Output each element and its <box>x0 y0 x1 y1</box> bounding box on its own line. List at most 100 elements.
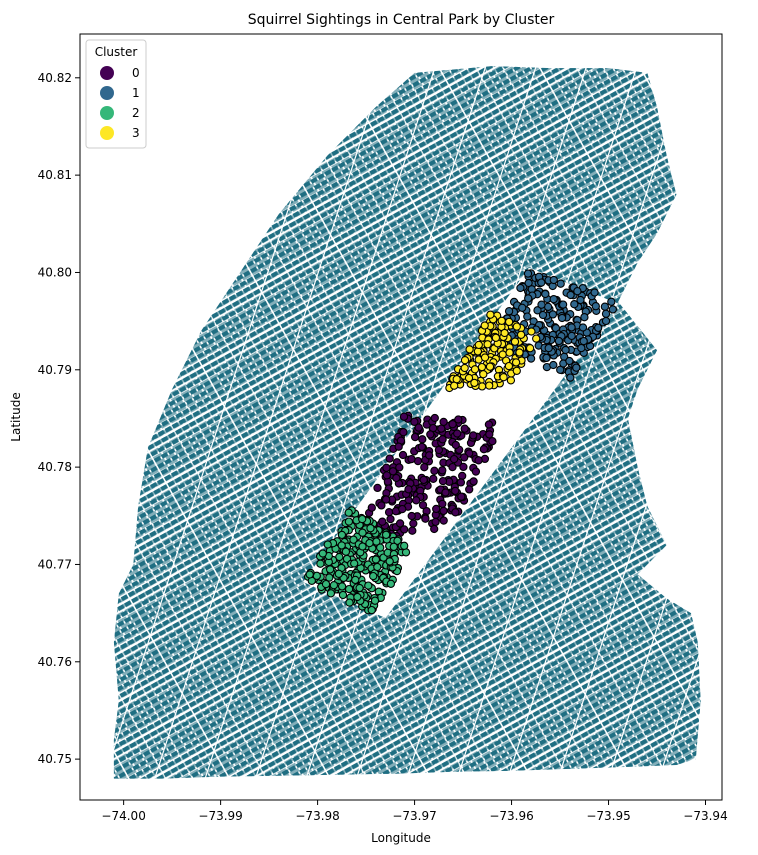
legend-label-cluster-2: 2 <box>132 106 140 120</box>
avenue-line <box>507 113 722 779</box>
squirrel-point-cluster-0 <box>438 499 447 509</box>
squirrel-point-cluster-0 <box>426 430 435 439</box>
legend-label-cluster-1: 1 <box>132 86 140 100</box>
squirrel-point-cluster-1 <box>542 353 551 363</box>
squirrel-point-cluster-0 <box>388 467 398 476</box>
squirrel-point-cluster-1 <box>594 323 603 332</box>
squirrel-point-cluster-2 <box>338 590 348 600</box>
avenue-line <box>607 425 722 779</box>
squirrel-point-cluster-3 <box>510 337 520 346</box>
squirrel-point-cluster-0 <box>471 467 481 476</box>
squirrel-point-cluster-2 <box>400 541 409 550</box>
squirrel-point-cluster-0 <box>485 430 494 439</box>
squirrel-point-cluster-0 <box>400 525 409 534</box>
squirrel-point-cluster-0 <box>409 519 418 528</box>
squirrel-point-cluster-0 <box>488 437 497 446</box>
squirrel-point-cluster-2 <box>344 584 354 594</box>
squirrel-point-cluster-0 <box>382 463 391 472</box>
squirrel-point-cluster-2 <box>305 570 314 579</box>
squirrel-point-cluster-1 <box>524 294 533 303</box>
squirrel-point-cluster-0 <box>454 415 463 424</box>
squirrel-point-cluster-2 <box>323 540 332 549</box>
y-tick-label: 40.82 <box>38 71 72 85</box>
squirrel-point-cluster-3 <box>525 344 535 353</box>
squirrel-point-cluster-1 <box>591 302 600 311</box>
squirrel-point-cluster-0 <box>412 496 421 505</box>
squirrel-point-cluster-0 <box>456 478 466 487</box>
squirrel-point-cluster-1 <box>566 373 575 382</box>
squirrel-point-cluster-1 <box>576 295 585 305</box>
squirrel-point-cluster-3 <box>498 350 507 359</box>
squirrel-point-cluster-3 <box>512 366 521 375</box>
x-tick-label: −73.94 <box>683 809 727 823</box>
squirrel-point-cluster-2 <box>373 562 382 572</box>
squirrel-point-cluster-0 <box>441 488 450 497</box>
squirrel-point-cluster-2 <box>389 542 398 551</box>
y-axis: 40.75 40.76 40.77 40.78 40.79 40.80 40.81 40.82 <box>38 71 80 766</box>
squirrel-point-cluster-1 <box>523 269 533 278</box>
squirrel-point-cluster-1 <box>549 275 558 285</box>
squirrel-point-cluster-1 <box>580 313 589 322</box>
squirrel-point-cluster-2 <box>334 569 343 578</box>
avenue-line <box>154 58 388 779</box>
squirrel-point-cluster-2 <box>385 557 394 566</box>
squirrel-point-cluster-0 <box>373 483 382 493</box>
squirrel-point-cluster-1 <box>566 290 575 300</box>
squirrel-point-cluster-2 <box>369 571 378 581</box>
y-tick-label: 40.78 <box>38 460 72 474</box>
x-tick-label: −73.98 <box>295 809 339 823</box>
avenue-line <box>557 269 722 779</box>
squirrel-point-cluster-0 <box>448 420 457 429</box>
y-tick-label: 40.81 <box>38 168 72 182</box>
squirrel-point-cluster-1 <box>579 336 588 346</box>
squirrel-point-cluster-0 <box>439 417 448 427</box>
legend: Cluster 0 1 2 3 <box>85 39 147 149</box>
squirrel-point-cluster-3 <box>504 317 514 327</box>
avenue-line <box>254 58 489 779</box>
squirrel-point-cluster-1 <box>549 360 558 370</box>
squirrel-point-cluster-3 <box>497 316 506 325</box>
squirrel-point-cluster-3 <box>460 356 470 365</box>
squirrel-point-cluster-2 <box>358 514 367 524</box>
squirrel-point-cluster-0 <box>430 466 439 475</box>
squirrel-point-cluster-3 <box>452 375 461 384</box>
squirrel-point-cluster-1 <box>561 345 570 355</box>
squirrel-point-cluster-0 <box>410 417 419 426</box>
legend-box <box>85 39 147 149</box>
y-tick-label: 40.77 <box>38 557 72 571</box>
squirrel-point-cluster-1 <box>516 283 525 293</box>
squirrel-point-cluster-0 <box>408 526 417 535</box>
squirrel-point-cluster-2 <box>344 508 353 517</box>
squirrel-point-cluster-2 <box>349 535 358 544</box>
squirrel-point-cluster-0 <box>437 424 446 433</box>
squirrel-point-cluster-1 <box>573 287 582 296</box>
squirrel-point-cluster-3 <box>465 345 474 354</box>
squirrel-point-cluster-1 <box>556 279 565 288</box>
squirrel-point-cluster-1 <box>518 303 527 312</box>
squirrel-point-cluster-2 <box>370 596 380 605</box>
squirrel-point-cluster-3 <box>480 353 490 362</box>
avenue-line <box>456 58 691 779</box>
x-axis: −74.00 −73.99 −73.98 −73.97 −73.96 −73.95 −73.… <box>101 800 728 823</box>
squirrel-point-cluster-2 <box>355 583 364 593</box>
x-tick-label: −73.97 <box>392 809 436 823</box>
squirrel-point-cluster-3 <box>486 310 495 319</box>
squirrel-point-cluster-0 <box>448 462 457 472</box>
x-tick-label: −73.96 <box>489 809 533 823</box>
squirrel-point-cluster-0 <box>407 454 416 464</box>
squirrel-point-cluster-2 <box>350 559 359 568</box>
squirrel-point-cluster-0 <box>451 508 460 517</box>
squirrel-point-cluster-3 <box>515 348 524 357</box>
y-tick-label: 40.79 <box>38 363 72 377</box>
squirrel-point-cluster-0 <box>439 516 448 525</box>
squirrel-point-cluster-2 <box>344 517 354 526</box>
squirrel-point-cluster-3 <box>532 334 541 343</box>
squirrel-point-cluster-0 <box>439 506 448 516</box>
squirrel-point-cluster-0 <box>395 463 404 472</box>
squirrel-point-cluster-3 <box>504 361 514 371</box>
squirrel-point-cluster-2 <box>393 536 402 545</box>
avenue-line <box>658 581 722 779</box>
plot-frame <box>79 33 723 801</box>
squirrel-point-cluster-0 <box>394 442 403 451</box>
